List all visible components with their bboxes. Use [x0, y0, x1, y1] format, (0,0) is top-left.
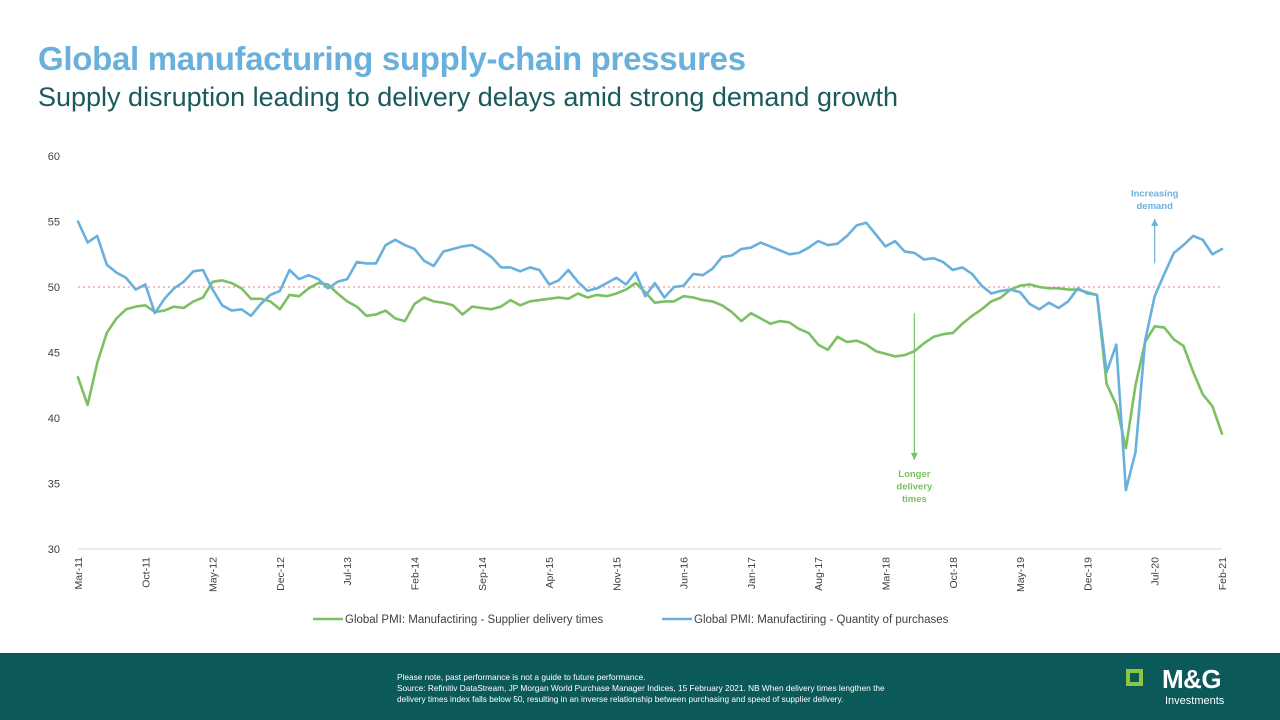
- disclaimer-line: Source: Refinitiv DataStream, JP Morgan …: [397, 683, 885, 693]
- y-axis-ticks: 30 35 40 45 50 55 60: [48, 151, 60, 556]
- y-tick-label: 35: [48, 479, 60, 491]
- chart-title: Global manufacturing supply-chain pressu…: [38, 40, 746, 77]
- x-tick-label: Jun-16: [679, 557, 691, 589]
- x-tick-label: Dec-19: [1082, 557, 1094, 591]
- logo-wordmark: M&G: [1162, 664, 1222, 694]
- y-tick-label: 55: [48, 217, 60, 229]
- line-chart: 30 35 40 45 50 55 60 Mar-11 Oct-11 May-12 Dec-12 J…: [48, 151, 1229, 626]
- annotation-text-line: delivery: [896, 481, 933, 492]
- series-group: [76, 220, 1224, 492]
- series-line-quantity-of-purchases: [76, 220, 1224, 492]
- x-tick-label: Sep-14: [477, 557, 489, 591]
- legend: Global PMI: Manufactiring - Supplier del…: [313, 614, 949, 626]
- arrow-up-icon: [1151, 218, 1159, 226]
- logo-square-icon: [1126, 669, 1143, 686]
- annotation-text-line: Increasing: [1131, 188, 1179, 199]
- x-tick-label: Feb-14: [409, 557, 421, 590]
- x-tick-label: Nov-15: [611, 557, 623, 591]
- annotation-text-line: Longer: [898, 469, 930, 480]
- annotation-text-line: demand: [1136, 201, 1173, 212]
- x-tick-label: Aug-17: [813, 557, 825, 591]
- y-tick-label: 45: [48, 348, 60, 360]
- x-tick-label: Jul-13: [342, 557, 354, 586]
- arrow-down-icon: [910, 452, 918, 460]
- x-tick-label: May-19: [1015, 557, 1027, 592]
- x-tick-label: Jan-17: [746, 557, 758, 589]
- legend-entry: Global PMI: Manufactiring - Supplier del…: [313, 614, 603, 626]
- x-tick-label: Dec-12: [275, 557, 287, 591]
- x-tick-label: Mar-18: [881, 557, 893, 590]
- disclaimer-line: Please note, past performance is not a g…: [397, 672, 646, 682]
- x-tick-label: Jul-20: [1150, 557, 1162, 586]
- y-tick-label: 50: [48, 282, 60, 294]
- x-tick-label: Oct-18: [948, 557, 960, 589]
- legend-label: Global PMI: Manufactiring - Quantity of …: [694, 614, 949, 626]
- annotation-text-line: times: [902, 494, 927, 505]
- logo-tagline: Investments: [1165, 695, 1225, 707]
- legend-label: Global PMI: Manufactiring - Supplier del…: [345, 614, 603, 626]
- series-line-supplier-delivery-times: [76, 279, 1224, 450]
- x-tick-label: Mar-11: [73, 557, 85, 590]
- footer-bar: Please note, past performance is not a g…: [0, 653, 1280, 720]
- annotation-increasing-demand: Increasing demand: [1131, 188, 1179, 264]
- footer-disclaimer: Please note, past performance is not a g…: [397, 672, 997, 705]
- x-axis-ticks: Mar-11 Oct-11 May-12 Dec-12 Jul-13 Feb-14 Sep-…: [73, 557, 1229, 592]
- y-tick-label: 40: [48, 413, 60, 425]
- disclaimer-line: delivery times index falls below 50, res…: [397, 694, 844, 704]
- y-tick-label: 30: [48, 544, 60, 556]
- chart-subtitle: Supply disruption leading to delivery de…: [38, 82, 898, 112]
- x-tick-label: Apr-15: [544, 557, 556, 589]
- legend-entry: Global PMI: Manufactiring - Quantity of …: [662, 614, 949, 626]
- x-tick-label: May-12: [208, 557, 220, 592]
- y-tick-label: 60: [48, 151, 60, 163]
- x-tick-label: Oct-11: [140, 557, 152, 588]
- x-tick-label: Feb-21: [1217, 557, 1229, 590]
